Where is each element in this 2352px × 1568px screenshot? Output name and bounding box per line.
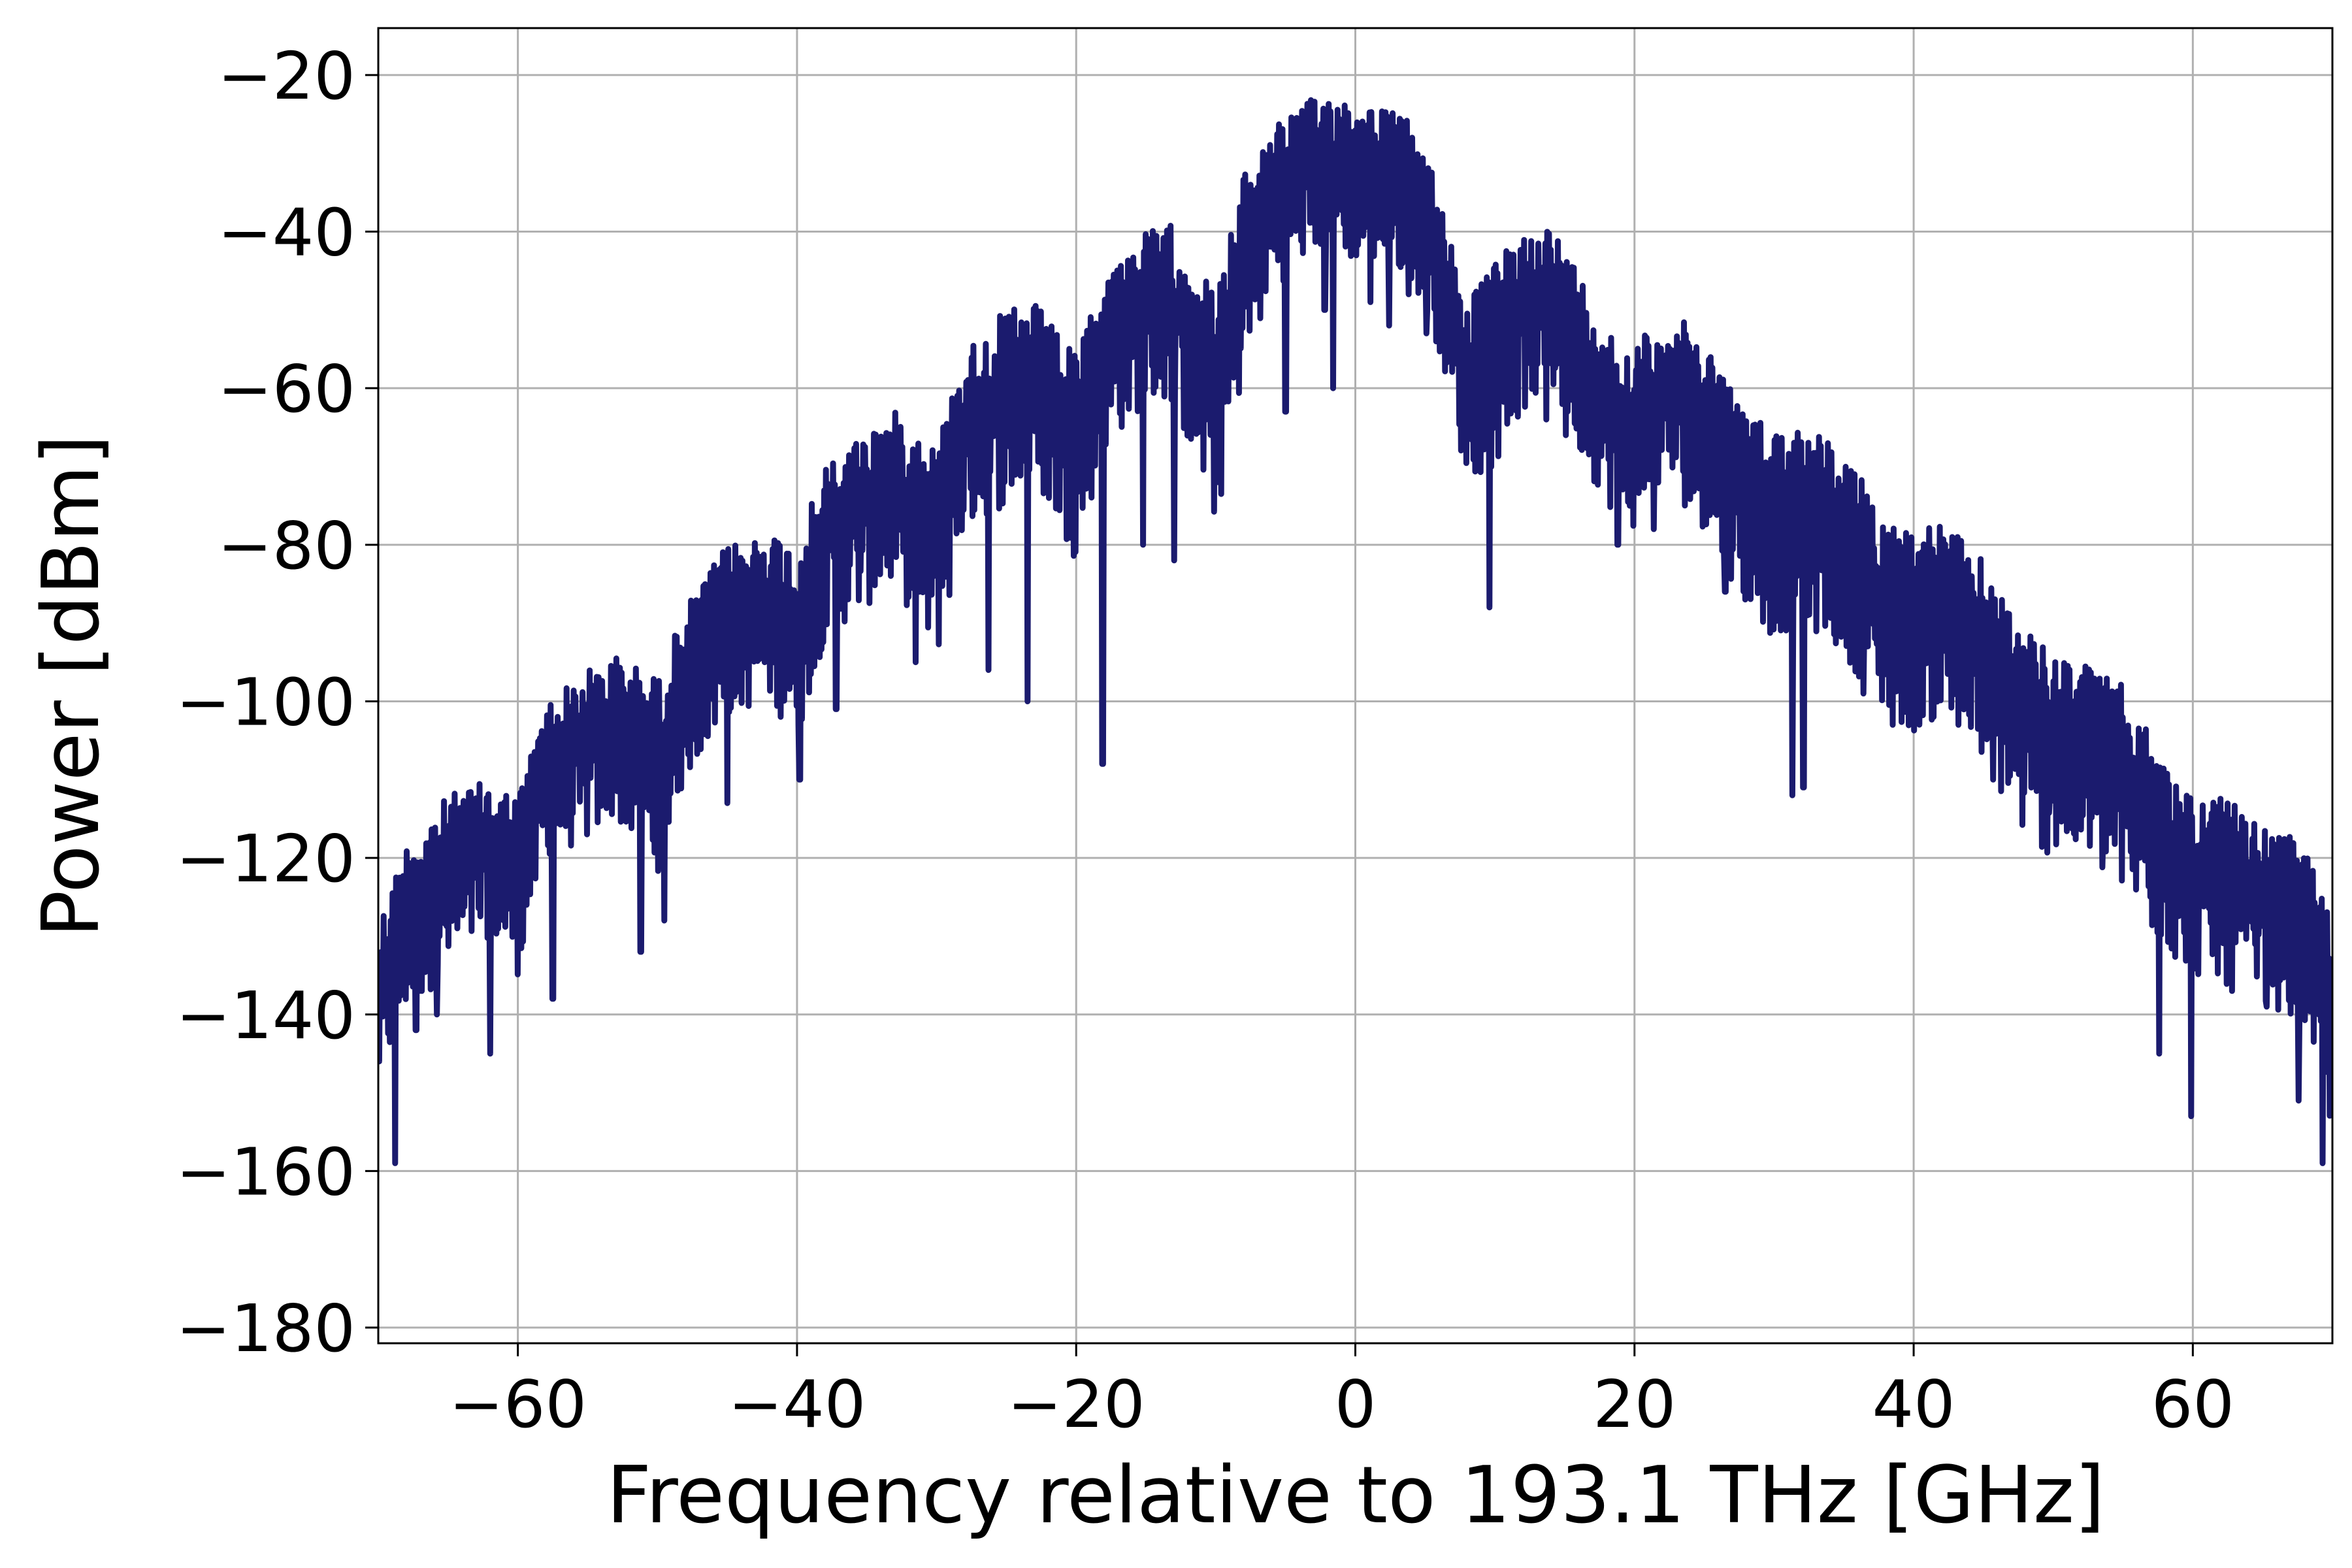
y-tick-label: −180 bbox=[176, 1290, 355, 1367]
y-axis-label: Power [dBm] bbox=[26, 434, 117, 938]
x-tick-label: −20 bbox=[1007, 1366, 1145, 1443]
spectrum-series-line bbox=[378, 97, 2332, 1166]
y-tick-label: −120 bbox=[176, 821, 355, 897]
y-tick-label: −140 bbox=[176, 977, 355, 1054]
x-tick-label: 20 bbox=[1593, 1366, 1676, 1443]
x-tick-label: 0 bbox=[1335, 1366, 1377, 1443]
y-tick-label: −60 bbox=[218, 351, 355, 427]
y-tick-label: −80 bbox=[218, 508, 355, 584]
series-line-layer bbox=[378, 97, 2332, 1166]
y-tick-label: −40 bbox=[218, 195, 355, 271]
ticks: −60 −40 −20 0 20 40 60 −180 −160 −140 −120 −100 −80 −… bbox=[176, 38, 2234, 1443]
y-tick-label: −100 bbox=[176, 664, 355, 740]
x-tick-label: −60 bbox=[449, 1366, 587, 1443]
x-tick-label: 60 bbox=[2151, 1366, 2234, 1443]
x-tick-label: −40 bbox=[728, 1366, 866, 1443]
x-axis-label: Frequency relative to 193.1 THz [GHz] bbox=[606, 1450, 2105, 1541]
x-tick-label: 40 bbox=[1872, 1366, 1955, 1443]
y-tick-label: −20 bbox=[218, 38, 355, 114]
y-tick-label: −160 bbox=[176, 1134, 355, 1210]
